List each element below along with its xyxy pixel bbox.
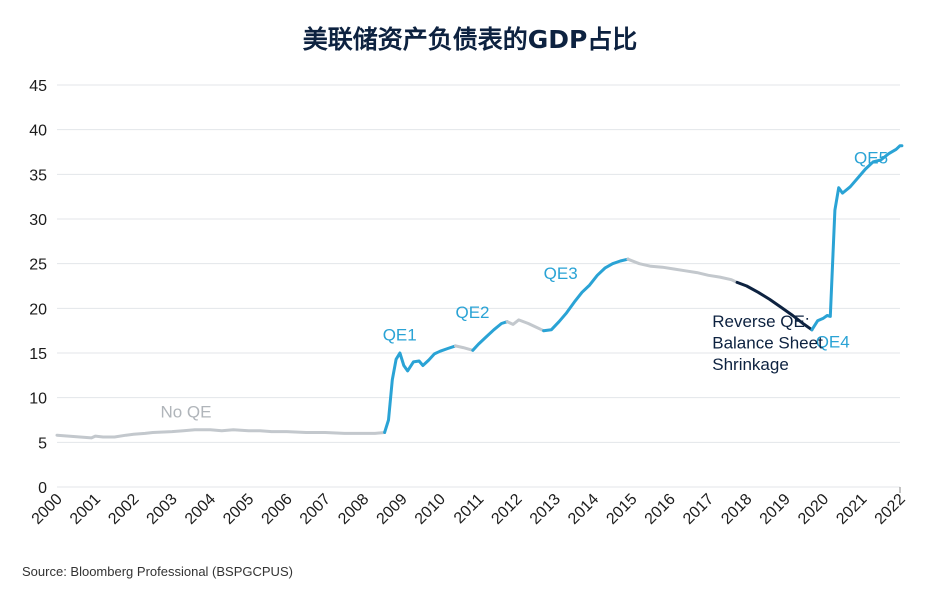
x-tick-label: 2018 bbox=[718, 491, 755, 528]
chart-title: 美联储资产负债表的GDP占比 bbox=[302, 25, 638, 54]
series-line-qe bbox=[542, 257, 630, 333]
source-note: Source: Bloomberg Professional (BSPGCPUS… bbox=[22, 564, 293, 579]
series-line-qe bbox=[383, 344, 457, 434]
x-tick-label: 2005 bbox=[220, 491, 257, 528]
x-tick-label: 2014 bbox=[565, 491, 602, 528]
x-tick-label: 2022 bbox=[872, 491, 909, 528]
y-tick-label: 0 bbox=[38, 480, 47, 497]
x-tick-label: 2001 bbox=[67, 491, 104, 528]
x-tick-label: 2004 bbox=[182, 491, 219, 528]
y-tick-label: 25 bbox=[29, 257, 47, 274]
annotation-label: Reverse QE: bbox=[712, 312, 809, 331]
x-tick-label: 2019 bbox=[757, 491, 794, 528]
x-tick-label: 2021 bbox=[833, 491, 870, 528]
series-lines bbox=[55, 144, 904, 440]
annotation-label: Shrinkage bbox=[712, 355, 789, 374]
annotation-label: QE4 bbox=[816, 333, 850, 352]
series-line-no-qe bbox=[505, 318, 546, 333]
annotation-label: QE3 bbox=[544, 264, 578, 283]
y-tick-label: 20 bbox=[29, 301, 47, 318]
x-tick-label: 2011 bbox=[451, 491, 487, 527]
series-line-no-qe bbox=[55, 428, 387, 440]
y-tick-label: 45 bbox=[29, 78, 47, 95]
annotation-label: QE5 bbox=[854, 149, 888, 168]
y-tick-label: 10 bbox=[29, 391, 47, 408]
annotation-label: Balance Sheet bbox=[712, 334, 823, 353]
y-tick-label: 15 bbox=[29, 346, 47, 363]
x-tick-label: 2017 bbox=[680, 491, 717, 528]
y-tick-label: 35 bbox=[29, 167, 47, 184]
x-tick-label: 2015 bbox=[603, 491, 640, 528]
series-line-qe bbox=[471, 320, 509, 352]
x-axis-ticks: 2000 2001 2002 2003 2004 2005 2006 2007 2008 2009… bbox=[29, 491, 909, 528]
x-tick-label: 2006 bbox=[259, 491, 296, 528]
x-tick-label: 2007 bbox=[297, 491, 334, 528]
series-line-qe bbox=[810, 144, 904, 332]
series-line-no-qe bbox=[626, 257, 739, 284]
x-tick-label: 2012 bbox=[488, 491, 525, 528]
series-line-reverse bbox=[735, 280, 814, 332]
x-tick-label: 2009 bbox=[374, 491, 411, 528]
x-tick-label: 2008 bbox=[335, 491, 372, 528]
y-tick-label: 40 bbox=[29, 123, 47, 140]
annotations: No QE QE1 QE2 QE3 QE4 QE5 Reverse QE: Balance S… bbox=[160, 149, 888, 422]
x-tick-label: 2002 bbox=[105, 491, 142, 528]
grid-lines bbox=[57, 84, 901, 493]
annotation-label: No QE bbox=[160, 402, 211, 421]
x-tick-label: 2020 bbox=[795, 491, 832, 528]
x-tick-label: 2003 bbox=[144, 491, 181, 528]
series-line-no-qe bbox=[454, 344, 475, 352]
x-tick-label: 2010 bbox=[412, 491, 449, 528]
y-tick-label: 30 bbox=[29, 212, 47, 229]
x-tick-label: 2013 bbox=[527, 491, 564, 528]
y-tick-label: 5 bbox=[38, 435, 47, 452]
annotation-label: QE2 bbox=[456, 303, 490, 322]
y-axis-ticks: 0 5 10 15 20 25 30 35 40 45 bbox=[29, 78, 47, 497]
annotation-label: QE1 bbox=[383, 325, 417, 344]
x-tick-label: 2000 bbox=[29, 491, 66, 528]
x-tick-label: 2016 bbox=[642, 491, 679, 528]
